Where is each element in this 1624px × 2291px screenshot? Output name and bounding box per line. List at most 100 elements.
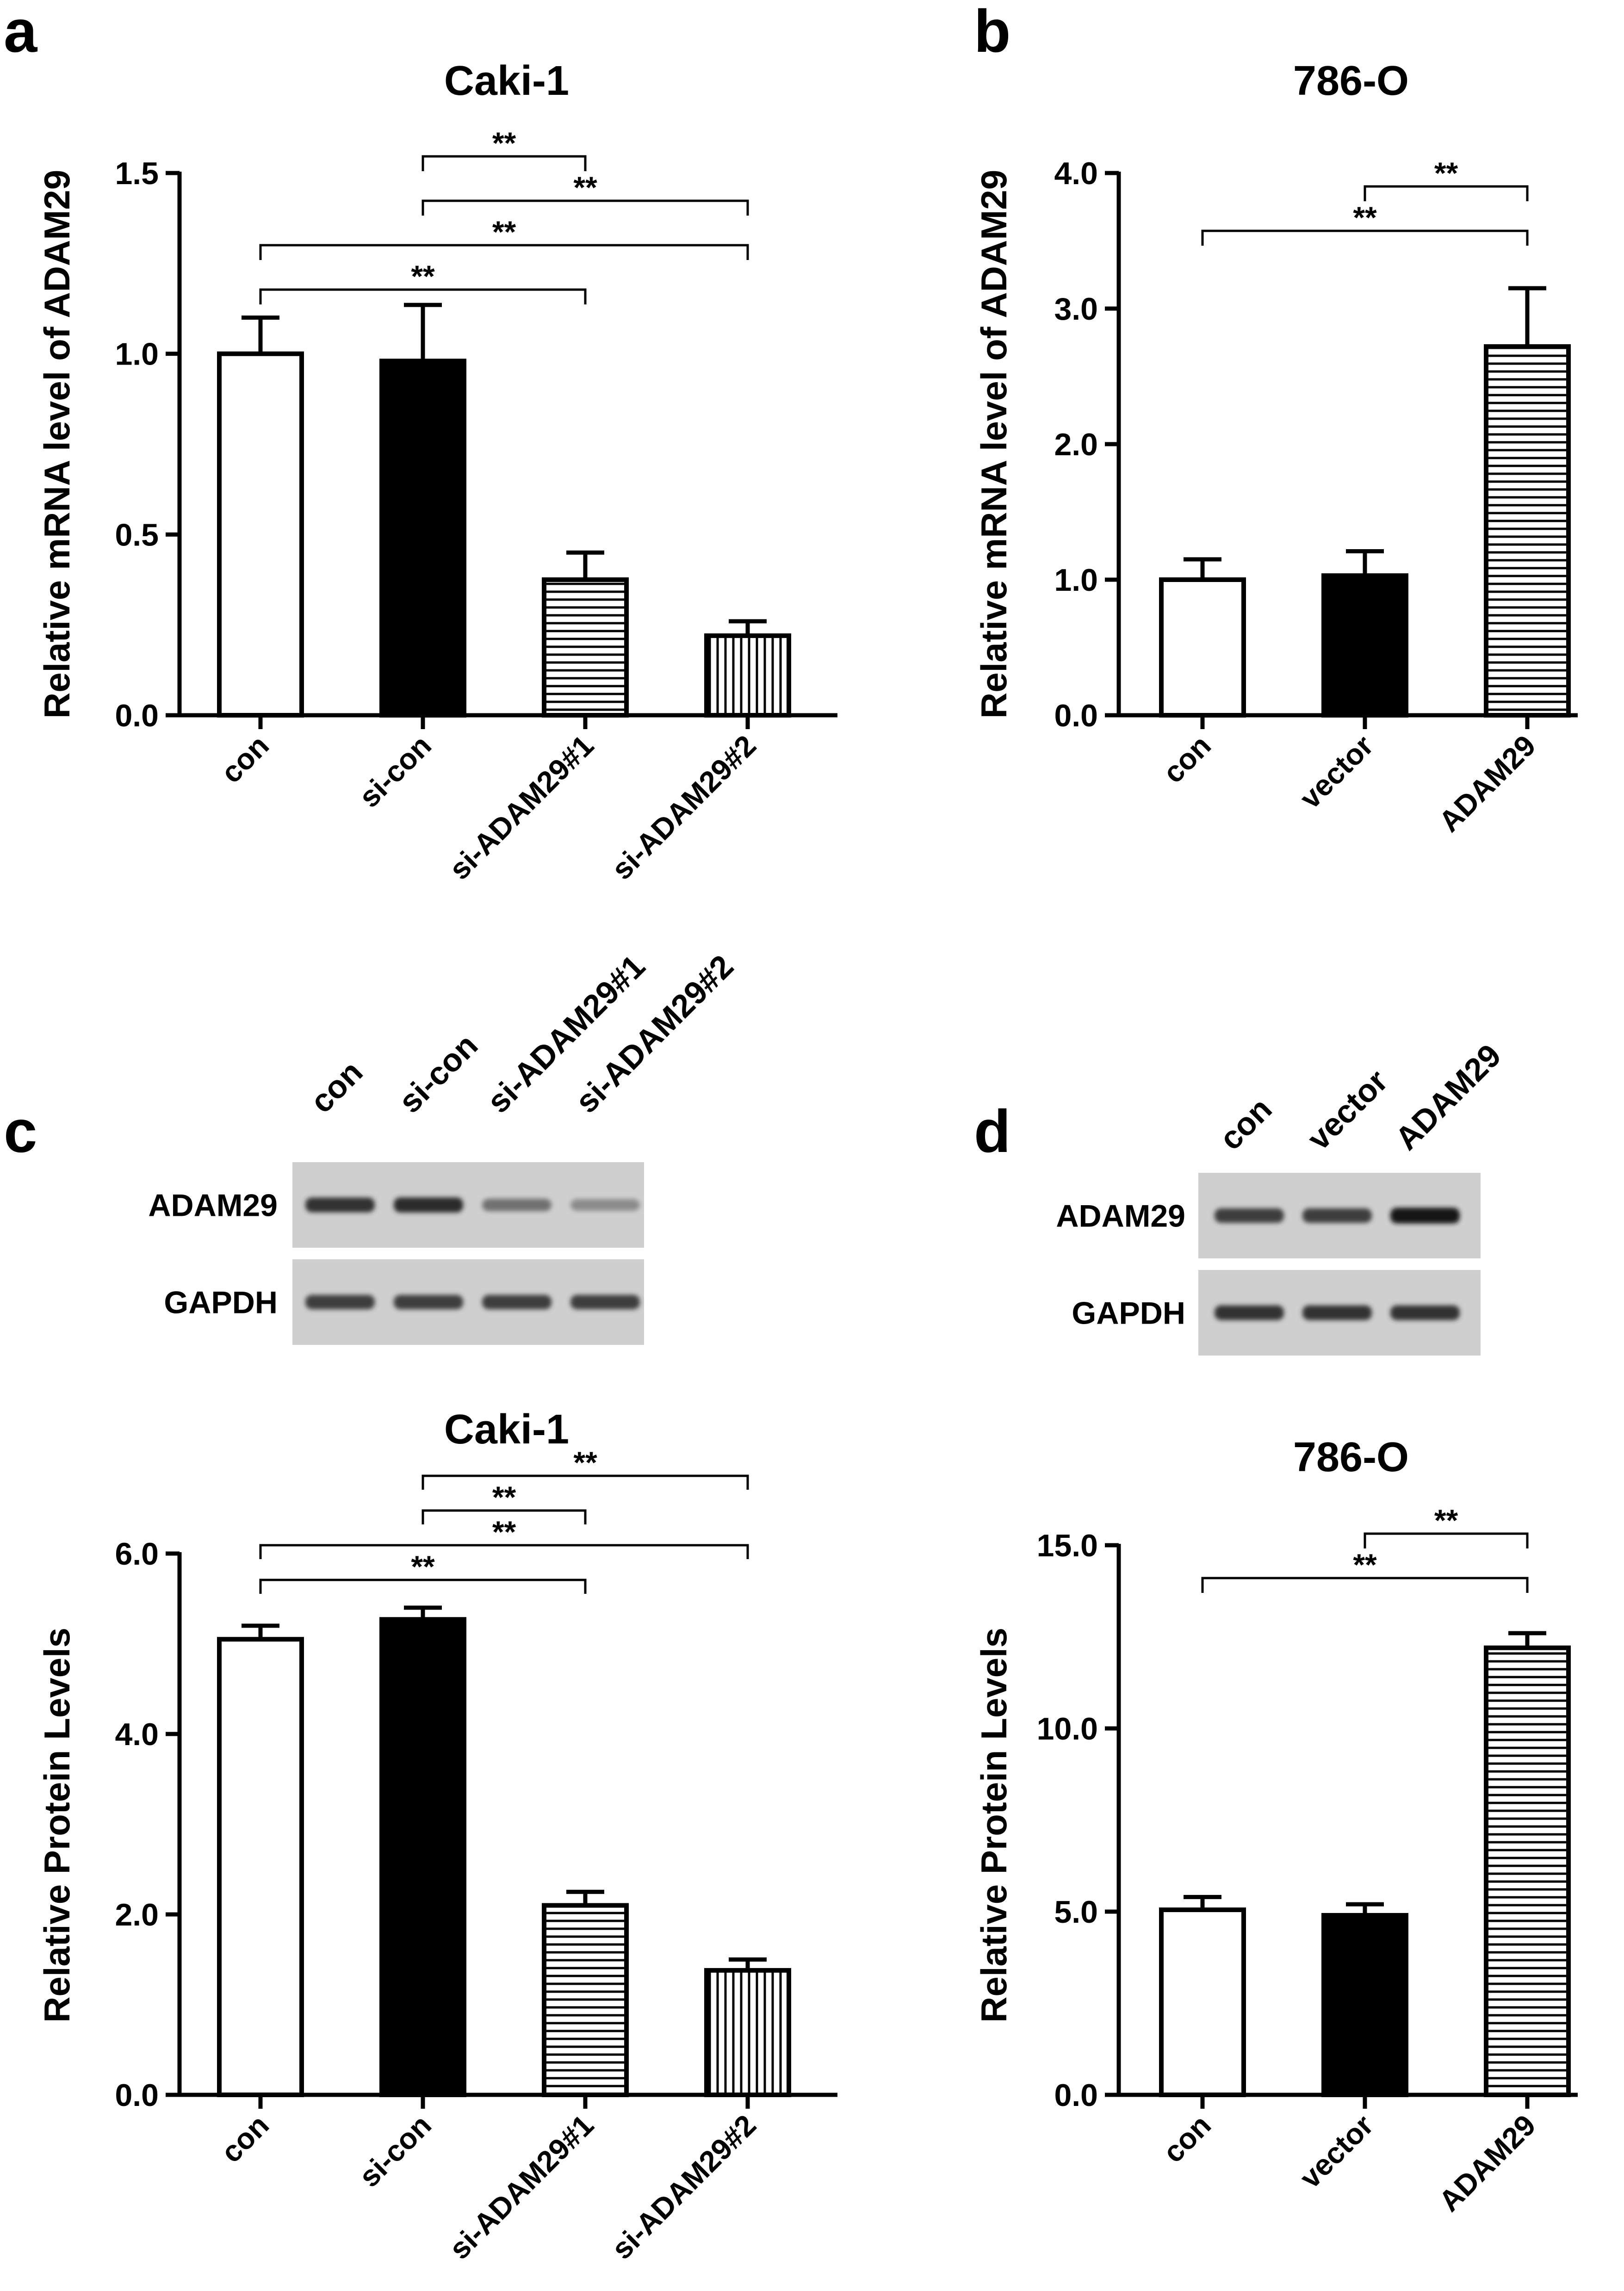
y-tick-label: 6.0 <box>115 1536 159 1572</box>
significance-label: ** <box>411 259 435 293</box>
x-tick-label: con <box>215 2108 275 2169</box>
y-axis-label: Relative mRNA level of ADAM29 <box>37 170 77 718</box>
x-tick-label: vector <box>1293 729 1380 815</box>
x-tick-label: si-ADAM29#2 <box>605 729 762 886</box>
blot-band <box>482 1294 552 1310</box>
chart-title: Caki-1 <box>444 1406 569 1453</box>
significance-label: ** <box>1353 200 1377 235</box>
bar <box>1159 577 1246 718</box>
y-tick-label: 15.0 <box>1037 1528 1098 1563</box>
y-axis-label: Relative Protein Levels <box>37 1628 77 2023</box>
y-tick-label: 1.0 <box>115 337 159 372</box>
blot-band <box>305 1197 375 1213</box>
blot-lane-label: con <box>1212 1090 1278 1157</box>
bar <box>1321 1913 1408 2097</box>
y-tick-label: 1.5 <box>115 156 159 191</box>
significance-bracket <box>421 1509 587 1524</box>
bar <box>217 1637 304 2097</box>
significance-bracket <box>421 1474 749 1490</box>
y-tick-label: 10.0 <box>1037 1711 1098 1746</box>
blot-band <box>394 1197 463 1213</box>
blot-row-label: GAPDH <box>1072 1296 1185 1331</box>
y-axis-label: Relative mRNA level of ADAM29 <box>973 170 1014 718</box>
significance-label: ** <box>492 215 516 249</box>
blot-lane-label: si-ADAM29#2 <box>568 948 740 1120</box>
x-tick-label: vector <box>1293 2108 1380 2195</box>
significance-label: ** <box>1434 156 1458 190</box>
chart-title: 786-O <box>1293 1434 1409 1480</box>
y-axis-label: Relative Protein Levels <box>973 1628 1014 2023</box>
blot-lane-label: ADAM29 <box>1388 1037 1508 1157</box>
x-tick-label: ADAM29 <box>1432 729 1542 838</box>
x-tick-label: si-ADAM29#1 <box>443 2108 600 2266</box>
y-tick-label: 5.0 <box>1054 1895 1098 1930</box>
blot-band <box>570 1199 640 1211</box>
significance-bracket <box>259 244 749 260</box>
significance-label: ** <box>1353 1548 1377 1582</box>
blot-band <box>1302 1305 1372 1320</box>
chart-title: 786-O <box>1293 58 1409 104</box>
bar <box>379 359 466 718</box>
bar <box>542 1903 629 2097</box>
blot-band <box>1215 1305 1284 1320</box>
bar <box>217 351 304 718</box>
chart-a-mrna-caki1: Caki-1 Relative mRNA level of ADAM29 0.0 0.… <box>37 58 837 886</box>
y-tick-label: 0.0 <box>115 2078 159 2113</box>
blot-band <box>482 1199 552 1211</box>
significance-bracket <box>259 1579 587 1594</box>
y-tick-label: 3.0 <box>1054 291 1098 327</box>
y-tick-label: 0.5 <box>115 517 159 552</box>
significance-bracket <box>421 155 587 171</box>
y-tick-label: 4.0 <box>1054 156 1098 191</box>
blot-lane-label: vector <box>1300 1063 1395 1157</box>
significance-bracket <box>421 199 749 216</box>
bar <box>704 1968 791 2097</box>
bar <box>1159 1907 1246 2098</box>
x-tick-label: ADAM29 <box>1432 2108 1542 2218</box>
significance-bracket <box>1201 1577 1529 1593</box>
significance-bracket <box>1364 185 1529 201</box>
chart-b-mrna-786o: 786-O Relative mRNA level of ADAM29 0.0 1.0… <box>973 58 1578 838</box>
x-tick-label: si-con <box>353 729 438 814</box>
bar <box>1484 344 1571 718</box>
blot-lane-label: si-ADAM29#1 <box>480 948 652 1120</box>
y-tick-label: 0.0 <box>1054 698 1098 733</box>
panel-letter-a: a <box>4 0 38 65</box>
blot-band <box>305 1294 375 1310</box>
significance-bracket <box>1201 229 1529 246</box>
blot-band <box>1302 1208 1372 1223</box>
blot-band <box>394 1294 463 1310</box>
blot-band <box>570 1294 640 1310</box>
significance-label: ** <box>492 1480 516 1514</box>
significance-label: ** <box>573 1445 597 1480</box>
blot-row-label: ADAM29 <box>148 1188 278 1223</box>
x-tick-label: si-ADAM29#1 <box>443 729 600 886</box>
x-tick-label: con <box>1157 729 1217 789</box>
y-tick-label: 0.0 <box>115 698 159 733</box>
significance-bracket <box>259 1544 749 1559</box>
panel-letter-b: b <box>974 0 1010 65</box>
bar <box>1484 1645 1571 2097</box>
significance-label: ** <box>1434 1503 1458 1537</box>
y-tick-label: 0.0 <box>1054 2078 1098 2113</box>
bar <box>379 1617 466 2098</box>
significance-bracket <box>259 288 587 304</box>
blot-band <box>1215 1208 1284 1223</box>
significance-label: ** <box>492 1515 516 1549</box>
x-tick-label: si-ADAM29#2 <box>605 2108 762 2266</box>
significance-label: ** <box>492 126 516 160</box>
significance-bracket <box>1364 1532 1529 1548</box>
bar <box>1321 573 1408 718</box>
bar <box>542 577 629 718</box>
panel-letter-c: c <box>4 1097 37 1165</box>
significance-label: ** <box>411 1549 435 1584</box>
x-tick-label: si-con <box>353 2108 438 2193</box>
bar <box>704 633 791 718</box>
x-tick-label: con <box>1157 2108 1217 2169</box>
blot-band <box>1390 1305 1460 1320</box>
blot-lane-label: con <box>303 1053 369 1120</box>
chart-d-protein-786o: 786-O Relative Protein Levels 0.0 5.0 10.0 15… <box>973 1434 1578 2218</box>
